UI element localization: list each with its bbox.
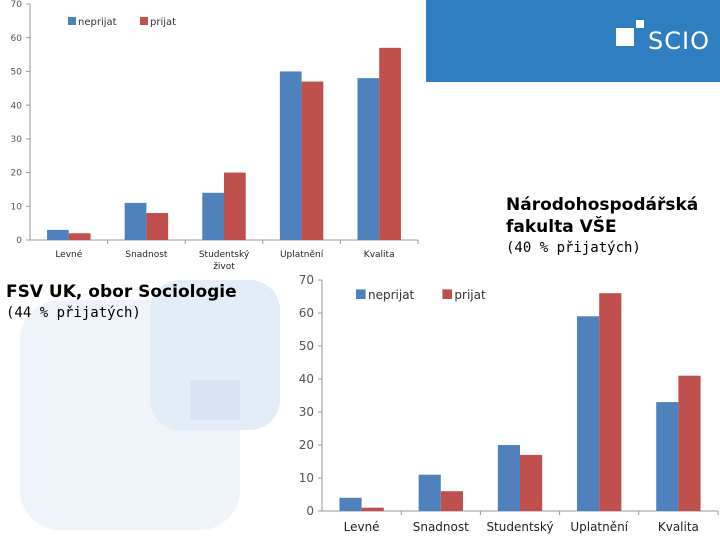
y-tick-label: 0 [306, 504, 314, 518]
bar-prijat [68, 233, 91, 240]
bar-neprijat [577, 316, 600, 511]
fsv-caption-title: FSV UK, obor Sociologie [6, 282, 237, 302]
bar-prijat [520, 454, 543, 511]
y-tick-label: 0 [16, 236, 22, 246]
y-tick-label: 10 [11, 202, 23, 212]
background-decoration [20, 280, 280, 530]
y-tick-label: 70 [11, 0, 23, 10]
category-label: život [213, 262, 235, 272]
y-tick-label: 70 [299, 273, 314, 287]
y-tick-label: 60 [11, 34, 23, 44]
chart-vse: 0 10 20 30 40 50 60 70 Levné Snadnost Studentský ži… [11, 0, 419, 272]
category-label: Levné [55, 249, 82, 260]
bar-prijat [379, 47, 401, 241]
legend-swatch-prijat [442, 289, 452, 299]
category-label: Uplatnění [280, 250, 324, 260]
legend-swatch-neprijat [68, 17, 76, 25]
vse-caption-subtitle: (40 % přijatých) [506, 240, 641, 256]
category-label: Snadnost [413, 520, 469, 534]
category-label: Levné [344, 520, 380, 534]
category-label: Uplatnění [570, 520, 628, 534]
logo-banner [426, 0, 720, 82]
legend-label-prijat: prijat [150, 17, 176, 28]
bar-neprijat [202, 192, 224, 240]
vse-caption-title: Národohospodářská fakulta VŠE [506, 195, 699, 237]
bar-prijat [301, 81, 324, 241]
bar-neprijat [279, 71, 302, 240]
bar-neprijat [124, 202, 147, 240]
legend-label-neprijat: neprijat [78, 17, 117, 28]
y-tick-label: 20 [299, 438, 314, 452]
category-label: Kvalita [658, 520, 699, 534]
bar-prijat [599, 293, 622, 511]
bar-prijat [146, 213, 169, 240]
bar-neprijat [497, 445, 520, 511]
category-label: Snadnost [125, 250, 168, 260]
scio-logo-icon [616, 20, 644, 46]
category-label: Studentský [486, 520, 553, 534]
bar-neprijat [418, 474, 441, 511]
chart-fsv: 0 10 20 30 40 50 60 70 Levné Snadnost Studentský Up… [299, 273, 719, 534]
y-tick-label: 50 [299, 339, 314, 353]
y-tick-label: 30 [11, 135, 23, 145]
legend-swatch-neprijat [356, 289, 366, 299]
legend-label-prijat: prijat [454, 288, 486, 302]
fsv-caption-subtitle: (44 % přijatých) [6, 305, 141, 321]
y-tick-label: 10 [299, 471, 314, 485]
bar-prijat [440, 491, 463, 511]
logo-text: SCIO [648, 27, 710, 55]
bar-prijat [224, 172, 246, 240]
bar-neprijat [656, 402, 679, 511]
legend-label-neprijat: neprijat [368, 288, 415, 302]
y-tick-label: 50 [11, 68, 23, 78]
y-tick-label: 20 [11, 169, 23, 179]
y-tick-label: 60 [299, 306, 314, 320]
legend-swatch-prijat [140, 17, 148, 25]
bar-neprijat [47, 229, 69, 240]
bar-prijat [678, 375, 701, 511]
category-label: Kvalita [364, 250, 395, 260]
bar-neprijat [357, 78, 380, 241]
bar-neprijat [339, 497, 362, 511]
bar-prijat [361, 507, 384, 511]
y-tick-label: 40 [299, 372, 314, 386]
y-tick-label: 30 [299, 405, 314, 419]
category-label: Studentský [199, 250, 250, 260]
y-tick-label: 40 [11, 101, 23, 111]
